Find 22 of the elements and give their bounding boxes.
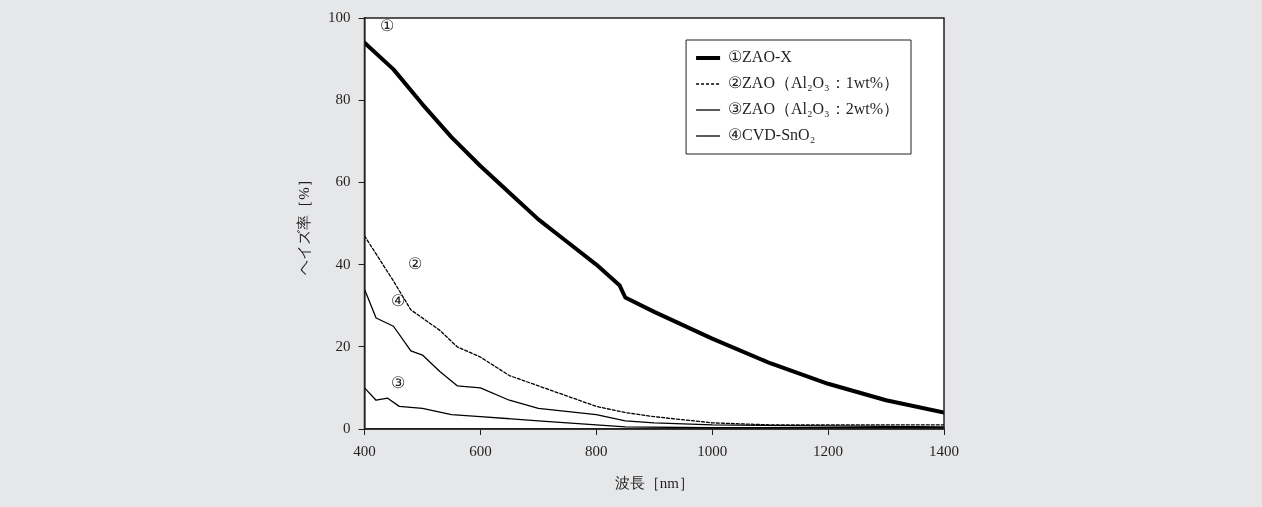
y-tick-label: 60 xyxy=(335,173,351,190)
x-tick-label: 1000 xyxy=(697,442,728,459)
y-axis-title: ヘイズ率［%］ xyxy=(295,172,312,275)
annotation: ④ xyxy=(391,292,406,310)
y-tick-label: 40 xyxy=(335,255,351,272)
x-tick-label: 800 xyxy=(585,442,608,459)
x-tick-label: 1400 xyxy=(929,442,959,459)
y-tick-label: 0 xyxy=(343,419,351,436)
legend-label: ②ZAO（Al₂O₃：1wt%） xyxy=(728,74,899,92)
legend-label: ③ZAO（Al₂O₃：2wt%） xyxy=(728,100,899,118)
x-tick-label: 600 xyxy=(469,442,492,459)
x-tick-label: 1200 xyxy=(813,442,844,459)
annotation: ③ xyxy=(391,374,406,392)
x-axis-title: 波長［nm］ xyxy=(614,474,694,491)
y-tick-label: 100 xyxy=(328,8,351,25)
annotation: ② xyxy=(408,255,423,273)
legend-label: ④CVD-SnO₂ xyxy=(728,126,816,144)
y-tick-label: 20 xyxy=(335,337,351,354)
legend-label: ①ZAO-X xyxy=(728,48,793,66)
x-tick-label: 400 xyxy=(353,442,376,459)
annotation: ① xyxy=(379,16,394,34)
y-tick-label: 80 xyxy=(335,91,351,108)
